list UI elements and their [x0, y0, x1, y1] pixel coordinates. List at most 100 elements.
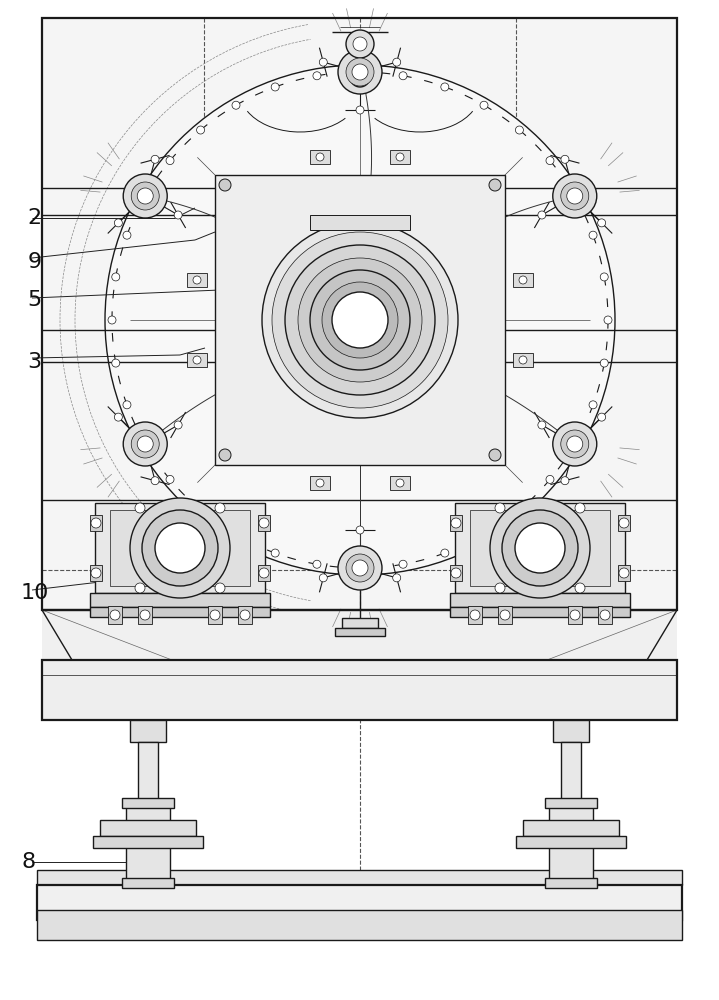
- Circle shape: [123, 422, 168, 466]
- Circle shape: [123, 231, 131, 239]
- Circle shape: [310, 270, 410, 370]
- Bar: [523, 820, 619, 836]
- Bar: [42, 610, 677, 720]
- Circle shape: [600, 610, 610, 620]
- Circle shape: [561, 430, 589, 458]
- Bar: [42, 660, 677, 720]
- Bar: [450, 593, 630, 607]
- Circle shape: [298, 258, 422, 382]
- Circle shape: [319, 574, 327, 582]
- Circle shape: [571, 440, 579, 448]
- Circle shape: [135, 583, 145, 593]
- Circle shape: [166, 157, 174, 165]
- Bar: [138, 606, 152, 624]
- Bar: [187, 273, 207, 287]
- Bar: [138, 742, 158, 802]
- Bar: [95, 503, 265, 593]
- Circle shape: [219, 449, 231, 461]
- Circle shape: [105, 65, 615, 575]
- Bar: [310, 150, 330, 164]
- Bar: [122, 878, 174, 888]
- Circle shape: [135, 503, 145, 513]
- Circle shape: [196, 506, 205, 514]
- Circle shape: [316, 153, 324, 161]
- Bar: [310, 215, 410, 230]
- Circle shape: [132, 430, 159, 458]
- Circle shape: [490, 498, 590, 598]
- Bar: [90, 565, 102, 581]
- Circle shape: [500, 610, 510, 620]
- Bar: [90, 515, 102, 531]
- Circle shape: [567, 188, 583, 204]
- Circle shape: [356, 564, 364, 572]
- Circle shape: [519, 276, 527, 284]
- Circle shape: [575, 503, 585, 513]
- Circle shape: [130, 498, 230, 598]
- Circle shape: [575, 583, 585, 593]
- Text: 10: 10: [20, 583, 49, 603]
- Circle shape: [553, 174, 597, 218]
- Circle shape: [399, 560, 407, 568]
- Bar: [450, 607, 630, 617]
- Circle shape: [589, 231, 597, 239]
- Circle shape: [553, 422, 597, 466]
- Circle shape: [519, 356, 527, 364]
- Bar: [545, 878, 597, 888]
- Bar: [37, 885, 682, 920]
- Circle shape: [352, 64, 368, 80]
- Circle shape: [570, 610, 580, 620]
- Circle shape: [516, 506, 523, 514]
- Circle shape: [174, 211, 182, 219]
- Circle shape: [313, 560, 321, 568]
- Bar: [498, 606, 512, 624]
- Circle shape: [332, 292, 388, 348]
- Circle shape: [137, 436, 153, 452]
- Circle shape: [396, 479, 404, 487]
- Circle shape: [91, 518, 101, 528]
- Circle shape: [546, 475, 554, 483]
- Circle shape: [489, 449, 501, 461]
- Circle shape: [141, 440, 150, 448]
- Circle shape: [271, 83, 279, 91]
- Circle shape: [346, 554, 374, 582]
- Circle shape: [132, 182, 159, 210]
- Circle shape: [155, 523, 205, 573]
- Circle shape: [489, 179, 501, 191]
- Circle shape: [441, 549, 449, 557]
- Circle shape: [108, 316, 116, 324]
- Circle shape: [600, 359, 608, 367]
- Circle shape: [399, 72, 407, 80]
- Bar: [470, 510, 610, 586]
- Circle shape: [451, 568, 461, 578]
- Circle shape: [441, 83, 449, 91]
- Circle shape: [196, 126, 205, 134]
- Circle shape: [393, 58, 400, 66]
- Polygon shape: [42, 610, 677, 660]
- Circle shape: [356, 106, 364, 114]
- Circle shape: [111, 359, 120, 367]
- Bar: [618, 515, 630, 531]
- Bar: [42, 18, 677, 610]
- Circle shape: [516, 126, 523, 134]
- Circle shape: [166, 475, 174, 483]
- Circle shape: [597, 413, 605, 421]
- Bar: [90, 593, 270, 607]
- Bar: [208, 606, 222, 624]
- Bar: [238, 606, 252, 624]
- Circle shape: [589, 401, 597, 409]
- Circle shape: [111, 273, 120, 281]
- Bar: [450, 515, 462, 531]
- Circle shape: [316, 479, 324, 487]
- Text: 5: 5: [27, 290, 42, 310]
- Bar: [553, 720, 589, 742]
- Circle shape: [495, 503, 505, 513]
- Circle shape: [480, 101, 488, 109]
- Bar: [187, 353, 207, 367]
- Circle shape: [571, 192, 579, 200]
- Circle shape: [322, 282, 398, 358]
- Bar: [37, 870, 682, 885]
- Circle shape: [114, 413, 122, 421]
- Circle shape: [346, 58, 374, 86]
- Circle shape: [538, 211, 546, 219]
- Bar: [110, 510, 250, 586]
